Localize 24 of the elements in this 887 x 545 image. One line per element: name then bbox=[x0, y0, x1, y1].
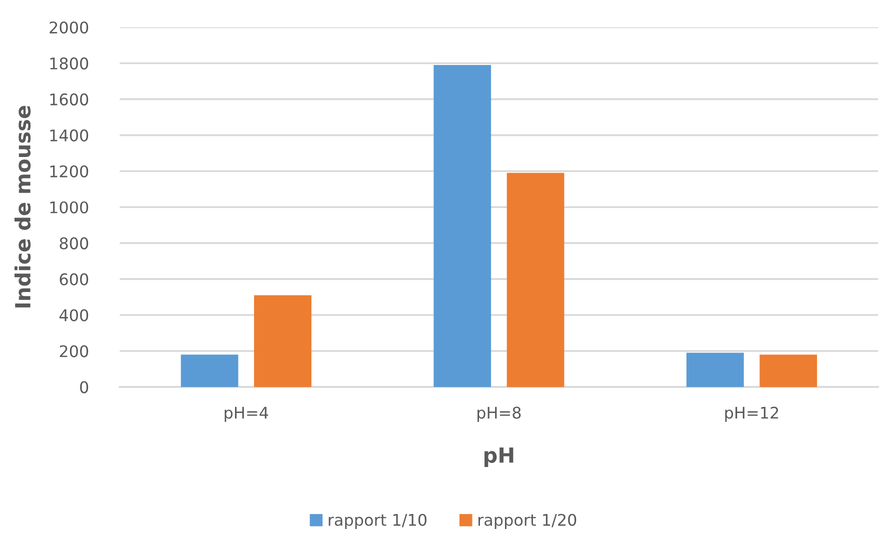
y-tick-label: 1600 bbox=[50, 93, 88, 106]
y-tick-label: 2000 bbox=[50, 21, 88, 34]
legend-label: rapport 1/20 bbox=[478, 514, 576, 530]
x-axis-title: pH bbox=[484, 447, 514, 468]
bar bbox=[180, 354, 238, 387]
x-tick-label: pH=12 bbox=[725, 406, 778, 422]
y-tick-label: 800 bbox=[60, 237, 88, 250]
y-tick-label: 400 bbox=[59, 309, 88, 322]
x-tick-label: pH=8 bbox=[478, 406, 521, 422]
y-tick-label: 0 bbox=[80, 381, 88, 394]
bar bbox=[506, 172, 564, 387]
bar bbox=[686, 352, 744, 387]
y-tick-label: 1400 bbox=[50, 129, 88, 142]
x-tick-label: pH=4 bbox=[224, 406, 268, 422]
y-tick-label: 600 bbox=[60, 273, 88, 286]
y-axis-title: Indice de mousse bbox=[14, 106, 31, 308]
bar bbox=[434, 65, 492, 387]
y-tick-label: 1200 bbox=[50, 165, 88, 178]
y-tick-label: 1800 bbox=[50, 57, 88, 70]
bar bbox=[254, 295, 312, 387]
legend-label: rapport 1/10 bbox=[328, 514, 426, 530]
y-tick-label: 200 bbox=[60, 345, 88, 358]
y-tick-label: 1000 bbox=[50, 201, 88, 214]
bar bbox=[760, 354, 818, 387]
